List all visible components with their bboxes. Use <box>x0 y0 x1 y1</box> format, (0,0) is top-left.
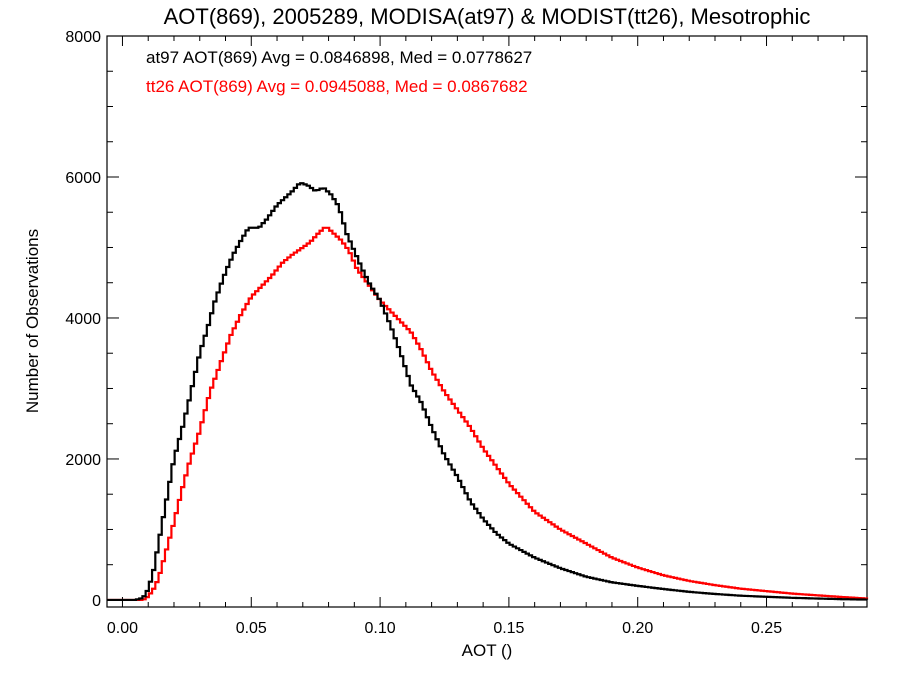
x-tick-label: 0.20 <box>622 620 653 637</box>
axis-ticks: 0.00 0.05 0.10 0.15 0.20 0.25 0 2000 4000 6000 800… <box>65 29 867 637</box>
series-line-at97 <box>107 182 869 602</box>
y-tick-label: 0 <box>92 593 101 610</box>
y-tick-label: 2000 <box>65 452 101 469</box>
x-tick-label: 0.10 <box>365 620 396 637</box>
y-axis-label: Number of Observations <box>23 229 42 413</box>
series-line-tt26 <box>107 226 869 602</box>
x-tick-label: 0.05 <box>236 620 267 637</box>
chart-title: AOT(869), 2005289, MODISA(at97) & MODIST… <box>164 4 811 29</box>
y-tick-label: 6000 <box>65 170 101 187</box>
series-group <box>107 182 869 602</box>
y-tick-label: 8000 <box>65 29 101 46</box>
plot-frame <box>106 35 868 608</box>
x-axis-label: AOT () <box>462 641 513 660</box>
annotation-tt26: tt26 AOT(869) Avg = 0.0945088, Med = 0.0… <box>146 77 528 96</box>
y-tick-label: 4000 <box>65 311 101 328</box>
x-tick-label: 0.00 <box>107 620 138 637</box>
x-tick-label: 0.15 <box>493 620 524 637</box>
x-tick-label: 0.25 <box>751 620 782 637</box>
annotation-at97: at97 AOT(869) Avg = 0.0846898, Med = 0.0… <box>146 48 532 67</box>
